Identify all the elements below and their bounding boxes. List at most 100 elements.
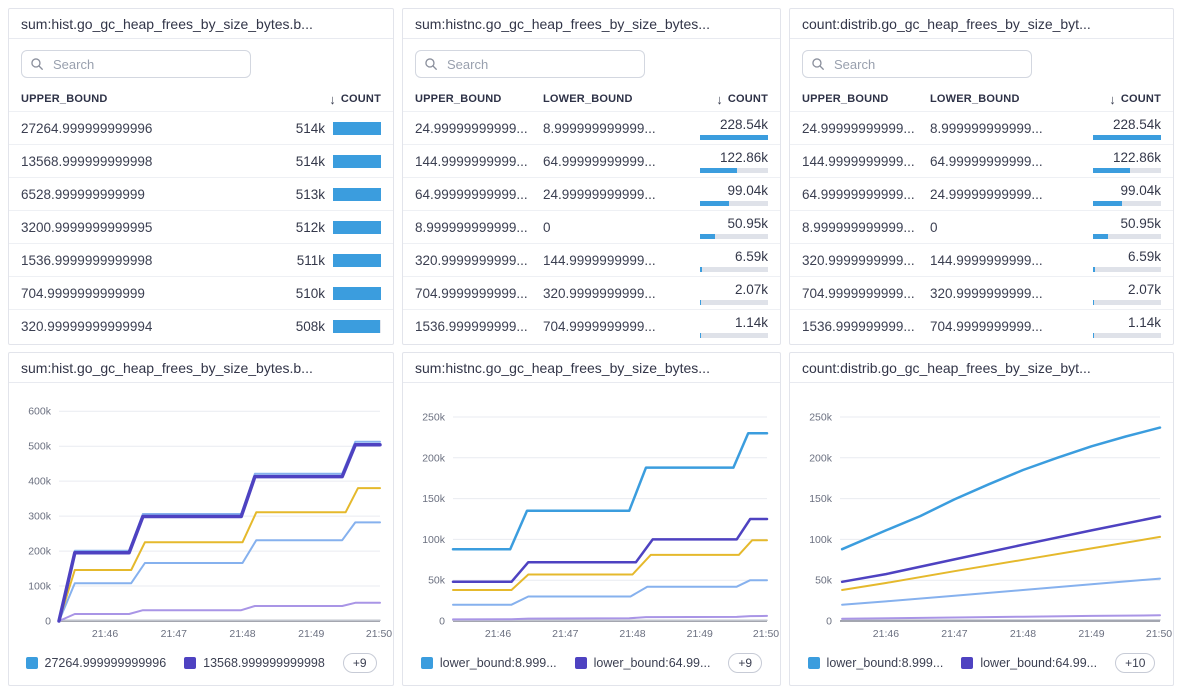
timeseries-plot[interactable]: 0 50k 100k 150k 200k 250k 21:46 21:47 21:48 21:49…: [790, 383, 1173, 645]
column-header-upper-bound[interactable]: UPPER_BOUND: [415, 93, 502, 105]
legend-item[interactable]: lower_bound:8.999...: [807, 656, 944, 670]
y-axis-tick-label: 100k: [809, 534, 833, 546]
table-row[interactable]: 320.9999999999... 144.9999999999... 6.59k: [403, 243, 780, 276]
table-row[interactable]: 704.9999999999... 320.9999999999... 2.07k: [403, 276, 780, 309]
table-row[interactable]: 24.99999999999... 8.999999999999... 228.54…: [403, 111, 780, 144]
y-axis-tick-label: 50k: [428, 575, 446, 587]
timeseries-plot[interactable]: 0 100k 200k 300k 400k 500k 600k 21:46 21:47 21:48…: [9, 383, 393, 645]
table-row[interactable]: 144.9999999999... 64.99999999999... 122.86…: [790, 144, 1173, 177]
x-axis-tick-label: 21:46: [92, 628, 118, 640]
count-bar: [333, 154, 381, 168]
column-header-count[interactable]: ↓ COUNT: [329, 91, 381, 107]
lower-bound-value: 144.9999999999...: [543, 252, 656, 268]
count-value: 2.07k: [734, 281, 768, 297]
column-header-count[interactable]: ↓ COUNT: [716, 91, 768, 107]
count-cell: 99.04k: [1093, 183, 1161, 206]
legend-item[interactable]: lower_bound:8.999...: [420, 656, 557, 670]
x-axis-tick-label: 21:48: [619, 628, 645, 640]
upper-bound-value: 320.9999999999...: [802, 252, 915, 268]
column-header-count[interactable]: ↓ COUNT: [1109, 91, 1161, 107]
table-row[interactable]: 8.999999999999... 0 50.95k: [790, 210, 1173, 243]
count-bar: [1093, 134, 1161, 140]
legend-item[interactable]: lower_bound:64.99...: [574, 656, 710, 670]
count-value: 99.04k: [1120, 182, 1161, 198]
y-axis-tick-label: 0: [45, 616, 51, 628]
legend-item[interactable]: 13568.999999999998: [184, 656, 325, 670]
legend-swatch: [25, 657, 38, 669]
count-bar: [1093, 299, 1161, 305]
legend-item[interactable]: lower_bound:64.99...: [961, 656, 1097, 670]
table-row[interactable]: 64.99999999999... 24.99999999999... 99.04k: [403, 177, 780, 210]
table-row[interactable]: 1536.9999999999998 511k: [9, 243, 393, 276]
timeseries-plot[interactable]: 0 50k 100k 150k 200k 250k 21:46 21:47 21:48 21:49…: [403, 383, 780, 645]
y-axis-tick-label: 0: [439, 616, 445, 628]
count-value: 50.95k: [727, 215, 768, 231]
series-line: [58, 521, 381, 622]
series-line: [841, 577, 1161, 606]
count-bar-fill: [333, 319, 381, 333]
upper-bound-value: 320.9999999999...: [415, 252, 528, 268]
series-line: [452, 579, 768, 606]
table-row[interactable]: 1536.999999999... 704.9999999999... 1.14k: [403, 309, 780, 342]
count-cell: 514k: [296, 154, 381, 169]
upper-bound-value: 24.99999999999...: [415, 120, 528, 136]
table-row[interactable]: 13568.999999999998 514k: [9, 144, 393, 177]
search-input[interactable]: [802, 50, 1032, 78]
table-widget-distrib: count:distrib.go_gc_heap_frees_by_size_b…: [789, 8, 1174, 345]
upper-bound-value: 1536.999999999...: [802, 318, 915, 334]
lower-bound-value: 64.99999999999...: [543, 153, 656, 169]
legend-label: lower_bound:8.999...: [826, 656, 944, 670]
count-bar-fill: [1093, 167, 1130, 173]
table-row[interactable]: 64.99999999999... 24.99999999999... 99.04k: [790, 177, 1173, 210]
count-cell: 122.86k: [1093, 150, 1161, 173]
column-header-lower-bound[interactable]: LOWER_BOUND: [930, 93, 1020, 105]
column-header-upper-bound[interactable]: UPPER_BOUND: [21, 93, 108, 105]
table-row[interactable]: 27264.999999999996 514k: [9, 111, 393, 144]
x-axis-tick-label: 21:47: [941, 628, 967, 640]
lower-bound-value: 704.9999999999...: [543, 318, 656, 334]
count-value: 511k: [296, 252, 325, 268]
table-row[interactable]: 3200.9999999999995 512k: [9, 210, 393, 243]
upper-bound-value: 8.999999999999...: [802, 219, 915, 235]
table-widget-histnc: sum:histnc.go_gc_heap_frees_by_size_byte…: [402, 8, 781, 345]
chart-legend: lower_bound:8.999... lower_bound:64.99...…: [403, 645, 780, 685]
table-row[interactable]: 6528.999999999999 513k: [9, 177, 393, 210]
series-line: [57, 443, 382, 623]
y-axis-tick-label: 50k: [815, 575, 833, 587]
count-value: 6.59k: [734, 248, 768, 264]
table-row[interactable]: 144.9999999999... 64.99999999999... 122.86…: [403, 144, 780, 177]
count-bar: [1093, 233, 1161, 239]
x-axis-tick-label: 21:46: [485, 628, 511, 640]
table-row[interactable]: 320.99999999999994 508k: [9, 309, 393, 342]
lower-bound-value: 320.9999999999...: [543, 285, 656, 301]
table-row[interactable]: 704.9999999999999 510k: [9, 276, 393, 309]
count-cell: 508k: [296, 319, 381, 334]
legend-swatch: [807, 657, 820, 669]
legend-more-button[interactable]: +9: [342, 653, 377, 673]
column-header-upper-bound[interactable]: UPPER_BOUND: [802, 93, 889, 105]
upper-bound-value: 144.9999999999...: [415, 153, 528, 169]
chart-area: 0 50k 100k 150k 200k 250k 21:46 21:47 21:48 21:49…: [790, 383, 1173, 645]
x-axis-tick-label: 21:48: [1010, 628, 1036, 640]
count-bar-fill: [700, 200, 730, 206]
table-row[interactable]: 24.99999999999... 8.999999999999... 228.54…: [790, 111, 1173, 144]
count-bar: [700, 167, 768, 173]
count-bar: [333, 286, 381, 300]
table-row[interactable]: 320.9999999999... 144.9999999999... 6.59k: [790, 243, 1173, 276]
count-bar: [1093, 200, 1161, 206]
count-value: 228.54k: [1112, 116, 1161, 132]
series-line: [841, 535, 1161, 591]
legend-more-button[interactable]: +10: [1115, 653, 1156, 673]
legend-item[interactable]: 27264.999999999996: [25, 656, 166, 670]
count-cell: 228.54k: [700, 117, 768, 140]
table-row[interactable]: 8.999999999999... 0 50.95k: [403, 210, 780, 243]
x-axis-tick-label: 21:47: [161, 628, 187, 640]
y-axis-tick-label: 400k: [28, 476, 52, 488]
table-row[interactable]: 1536.999999999... 704.9999999999... 1.14k: [790, 309, 1173, 342]
legend-more-button[interactable]: +9: [728, 653, 763, 673]
sort-desc-icon: ↓: [1109, 91, 1116, 107]
search-input[interactable]: [21, 50, 251, 78]
search-input[interactable]: [415, 50, 645, 78]
column-header-lower-bound[interactable]: LOWER_BOUND: [543, 93, 633, 105]
table-row[interactable]: 704.9999999999... 320.9999999999... 2.07k: [790, 276, 1173, 309]
